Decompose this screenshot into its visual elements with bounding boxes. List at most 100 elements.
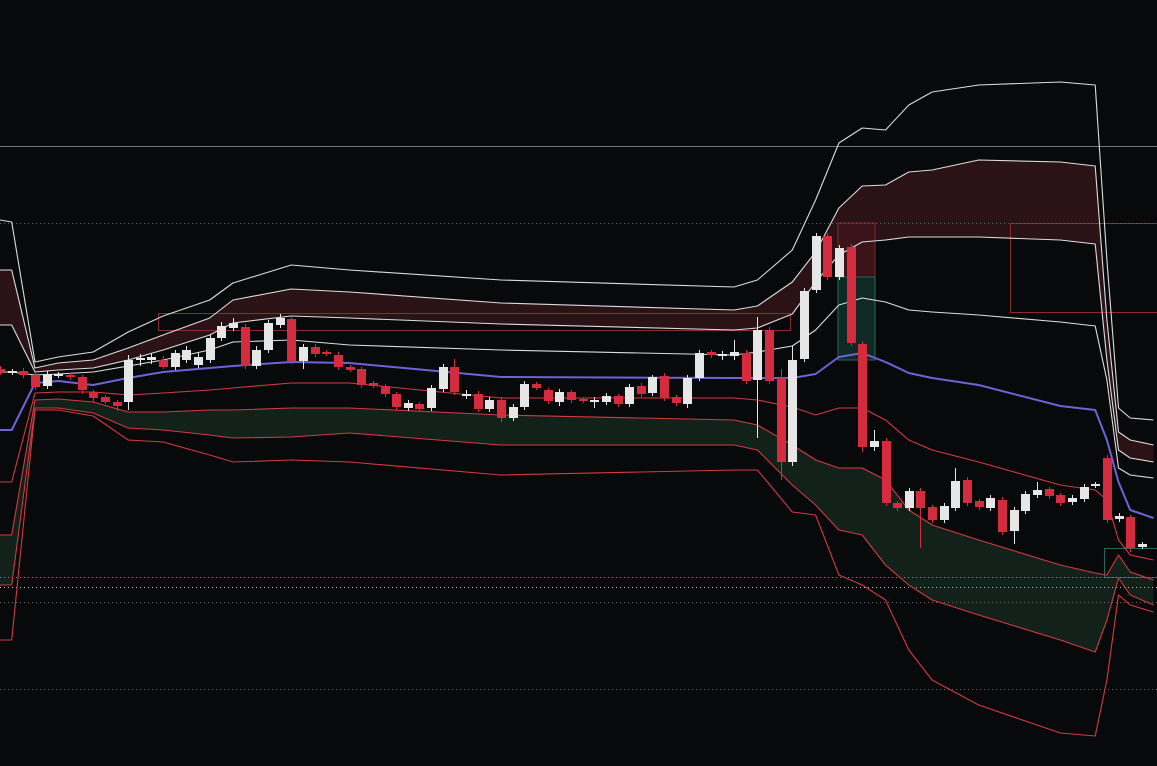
candle-body — [54, 374, 63, 376]
candle-body — [905, 491, 914, 508]
candle-body — [415, 404, 424, 409]
candle-body — [171, 353, 180, 367]
candle-body — [357, 369, 366, 385]
candle-body — [683, 378, 692, 404]
candle-body — [369, 383, 378, 386]
candle-body — [136, 358, 145, 360]
candle-body — [322, 352, 331, 354]
candle-body — [648, 377, 657, 393]
candle-body — [159, 360, 168, 367]
candle-body — [672, 397, 681, 403]
candle-body — [882, 441, 891, 503]
band-line — [0, 159, 1154, 446]
candle-body — [509, 407, 518, 418]
basis-line — [0, 352, 1154, 519]
candle-body — [998, 500, 1007, 532]
candle-body — [299, 347, 308, 361]
candle-body — [1138, 544, 1147, 547]
candle-body — [847, 247, 856, 343]
candle-body — [532, 384, 541, 388]
candle-body — [124, 360, 133, 402]
candles — [0, 233, 1147, 552]
levels — [0, 146, 1157, 690]
band-line — [0, 398, 1154, 581]
candle-body — [788, 360, 797, 462]
candle-body — [765, 330, 774, 381]
candle-body — [1091, 484, 1100, 486]
candle-body — [800, 291, 809, 359]
candle-body — [555, 392, 564, 402]
candle-body — [1115, 516, 1124, 519]
candle-body — [567, 392, 576, 400]
candle-body — [1126, 517, 1135, 548]
candle-body — [147, 357, 156, 360]
candle-body — [241, 327, 250, 366]
candle-body — [614, 396, 623, 404]
candle-body — [625, 387, 634, 404]
candle-body — [1033, 490, 1042, 495]
candle-body — [287, 319, 296, 361]
candle-body — [823, 236, 832, 277]
candle-body — [718, 354, 727, 356]
candle-body — [43, 374, 52, 386]
candle-body — [450, 367, 459, 392]
candle-body — [0, 369, 5, 372]
candle-body — [520, 384, 529, 407]
candle-body — [870, 441, 879, 447]
candle-body — [485, 400, 494, 409]
candle-body — [590, 400, 599, 402]
candle-body — [1010, 510, 1019, 531]
candle-body — [439, 367, 448, 389]
candle-body — [392, 394, 401, 407]
candle-body — [334, 355, 343, 367]
candle-body — [8, 371, 17, 373]
candle-body — [78, 377, 87, 390]
candle-body — [276, 318, 285, 325]
candle-body — [229, 323, 238, 328]
candle-body — [1080, 487, 1089, 499]
candle-body — [19, 371, 28, 375]
candle-body — [89, 392, 98, 398]
candle-body — [916, 491, 925, 508]
candle-body — [1045, 489, 1054, 496]
band-fill — [0, 399, 1154, 652]
candle-body — [346, 367, 355, 370]
candle-body — [101, 397, 110, 402]
candle-body — [893, 503, 902, 508]
candle-body — [707, 352, 716, 355]
candle-body — [602, 396, 611, 402]
candle-body — [753, 330, 762, 380]
band-line — [0, 407, 1154, 653]
candle-body — [579, 399, 588, 401]
candle-body — [182, 350, 191, 360]
band-line — [0, 409, 1154, 737]
candle-body — [637, 386, 646, 394]
candle-body — [544, 390, 553, 401]
candle-body — [66, 375, 75, 377]
candle-body — [835, 248, 844, 277]
band-line — [0, 236, 1154, 463]
candle-body — [928, 507, 937, 520]
candle-body — [427, 388, 436, 408]
band-line — [0, 297, 1154, 479]
candle-body — [381, 386, 390, 394]
candle-body — [31, 375, 40, 387]
candle-body — [497, 400, 506, 418]
candle-body — [206, 338, 215, 360]
candle-body — [252, 350, 261, 366]
candle-body — [217, 326, 226, 338]
candle-body — [462, 394, 471, 396]
candle-body — [986, 498, 995, 508]
candle-body — [730, 352, 739, 356]
candle-body — [264, 323, 273, 350]
candle-body — [1021, 494, 1030, 511]
candle-body — [695, 353, 704, 378]
candle-body — [1103, 458, 1112, 520]
candle-body — [311, 347, 320, 354]
candle-body — [474, 394, 483, 409]
candle-body — [812, 236, 821, 290]
candle-body — [1056, 495, 1065, 503]
